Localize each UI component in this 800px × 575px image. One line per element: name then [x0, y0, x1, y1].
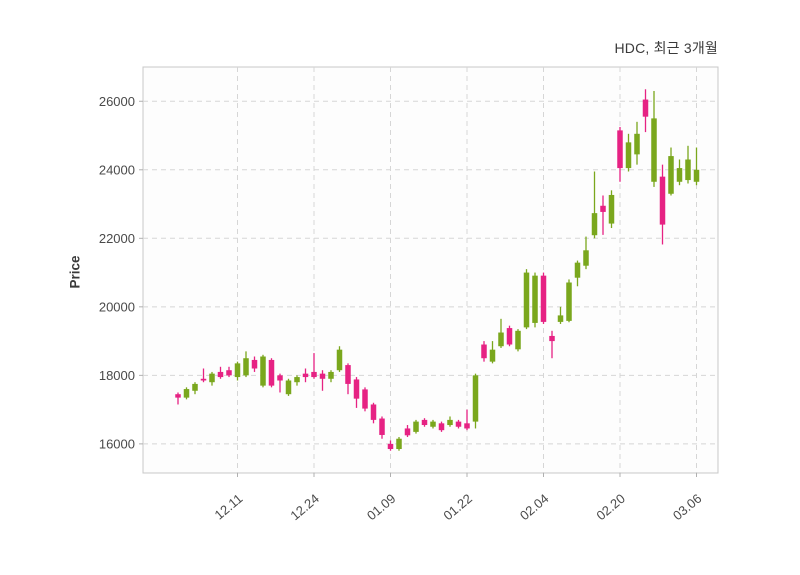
candle-body-up: [396, 438, 402, 450]
y-tick-label: 18000: [99, 368, 135, 383]
candle-body-up: [336, 349, 343, 371]
x-tick-label: 01.22: [440, 491, 475, 523]
candle-body-down: [268, 359, 275, 386]
candle-body-up: [285, 380, 292, 395]
candle-body-up: [651, 118, 657, 182]
candle-body-down: [362, 389, 368, 409]
candle-body-up: [515, 330, 521, 350]
candle-body-up: [574, 262, 581, 278]
candle-body-down: [277, 375, 283, 381]
candle-body-down: [642, 99, 649, 117]
candle-body-up: [634, 133, 640, 155]
candle-body-down: [464, 423, 470, 429]
x-tick-label: 02.20: [593, 491, 628, 523]
candle-body-down: [438, 423, 445, 431]
candle-body-down: [617, 130, 623, 169]
plot-panel: [142, 66, 719, 474]
candle-body-down: [226, 370, 232, 376]
candle-body-down: [311, 371, 317, 378]
candle-body-down: [353, 379, 360, 399]
y-tick-label: 22000: [99, 231, 135, 246]
candle-body-up: [328, 371, 334, 379]
candle-body-up: [489, 349, 496, 362]
candle-body-up: [294, 377, 300, 383]
candle-body-up: [608, 194, 615, 224]
candle-body-up: [532, 275, 538, 323]
candle-body-up: [243, 358, 249, 376]
candle-body-down: [379, 418, 385, 435]
y-tick-label: 16000: [99, 436, 135, 451]
x-tick-label: 03.06: [670, 491, 705, 523]
candle-body-up: [591, 213, 598, 236]
candle-body-down: [319, 373, 326, 379]
y-tick-label: 24000: [99, 162, 135, 177]
candle-body-up: [498, 332, 504, 347]
candle-body-up: [566, 282, 572, 321]
candle-body-up: [583, 250, 589, 266]
candle-body-down: [506, 328, 513, 345]
candle-body-up: [676, 168, 683, 182]
candle-body-up: [693, 169, 700, 182]
candle-body-up: [523, 272, 530, 328]
x-tick-label: 01.09: [364, 491, 399, 523]
candle-body-up: [557, 315, 564, 322]
candle-body-down: [481, 344, 487, 359]
candle-body-down: [370, 404, 377, 420]
x-tick-label: 12.24: [287, 491, 322, 523]
candle-body-down: [251, 359, 258, 369]
candle-body-up: [625, 142, 632, 169]
candle-body-down: [421, 419, 428, 426]
candle-body-up: [183, 389, 190, 398]
candle-body-down: [540, 275, 547, 322]
x-tick-label: 12.11: [212, 491, 246, 523]
candle-body-down: [175, 394, 181, 398]
candle-body-up: [260, 356, 266, 386]
candle-body-up: [192, 383, 198, 391]
candle-body-down: [659, 176, 666, 225]
candle-body-up: [209, 373, 215, 383]
candle-body-up: [430, 421, 436, 427]
x-tick-label: 02.04: [517, 491, 552, 523]
candle-body-up: [685, 159, 691, 181]
chart-title: HDC, 최근 3개월: [614, 40, 718, 56]
candle-body-up: [447, 419, 453, 426]
candle-body-down: [217, 371, 224, 378]
y-tick-label: 26000: [99, 94, 135, 109]
candle-body-up: [668, 156, 674, 194]
candle-body-down: [404, 428, 411, 436]
candle-body-up: [234, 363, 241, 378]
candle-body-down: [387, 443, 394, 450]
candle-body-up: [413, 421, 419, 432]
candle-body-down: [345, 365, 351, 384]
candle-body-up: [472, 375, 479, 422]
candle-body-down: [302, 373, 309, 378]
y-tick-label: 20000: [99, 299, 135, 314]
candle-body-down: [455, 421, 462, 427]
candle-body-down: [200, 378, 207, 381]
candle-body-down: [600, 205, 606, 212]
candle-body-down: [549, 335, 555, 342]
